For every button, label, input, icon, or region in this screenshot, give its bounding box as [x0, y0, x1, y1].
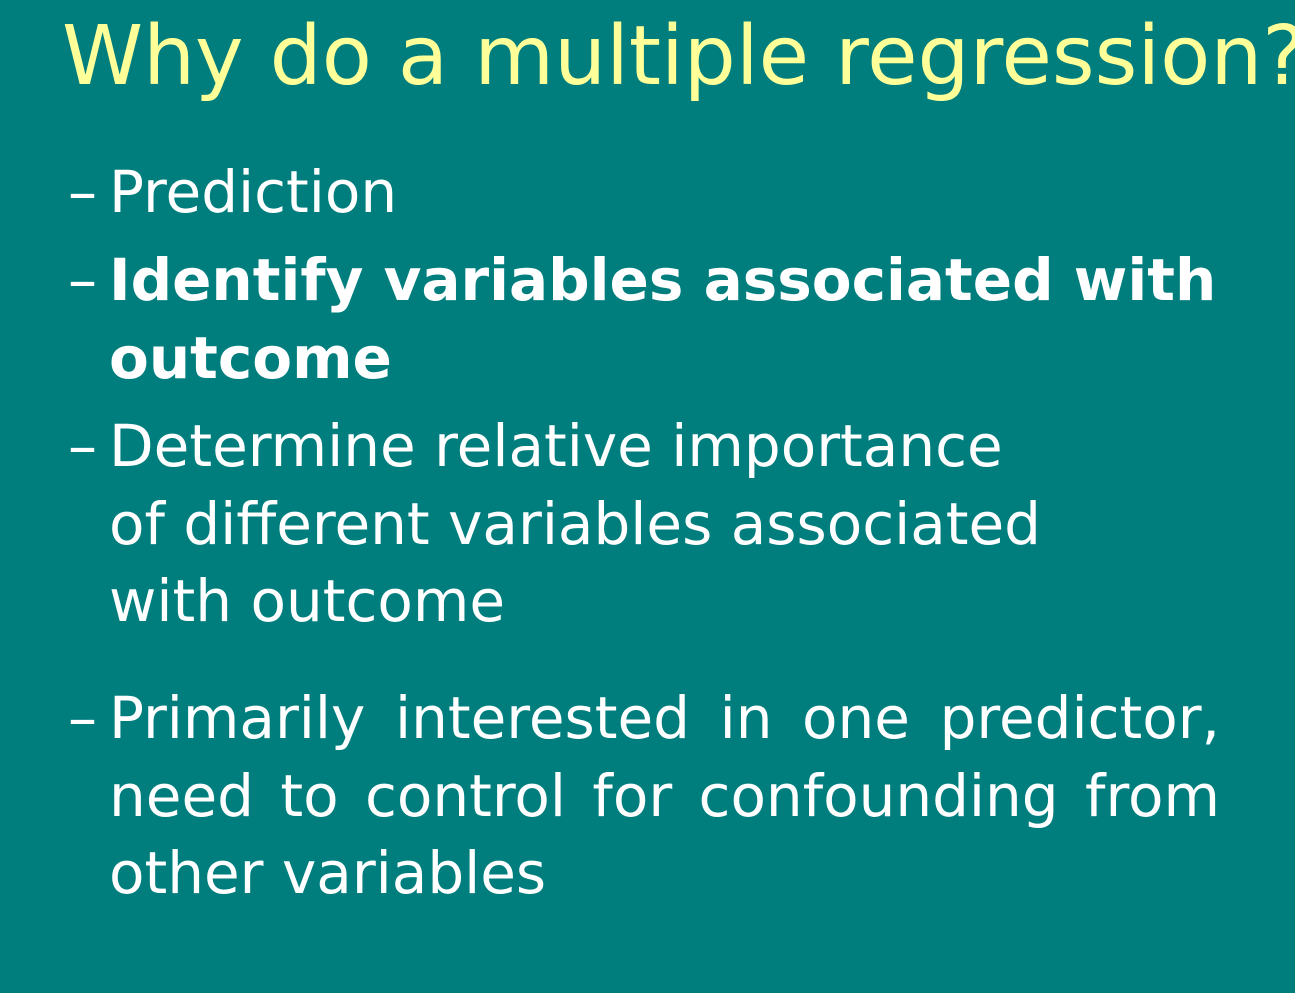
bullet-dash: – — [68, 684, 97, 752]
bullet-item-identify-variables: – Identify variables associated with out… — [68, 242, 1220, 397]
bullet-item-relative-importance: – Determine relative importance of diffe… — [68, 408, 1220, 641]
bullet-item-confounding-control: – Primarily interested in one predictor,… — [68, 680, 1220, 913]
slide-title: Why do a multiple regression? — [62, 9, 1295, 104]
bullet-item-prediction: – Prediction — [68, 154, 1220, 232]
bullet-text: Primarily interested in one predictor, n… — [109, 684, 1220, 908]
bullet-dash: – — [68, 412, 97, 480]
bullet-text: Identify variables associated with outco… — [109, 246, 1217, 392]
bullet-dash: – — [68, 158, 97, 226]
bullet-text: Prediction — [109, 158, 398, 226]
bullet-dash: – — [68, 246, 97, 314]
bullet-text: Determine relative importance of differe… — [109, 412, 1041, 636]
